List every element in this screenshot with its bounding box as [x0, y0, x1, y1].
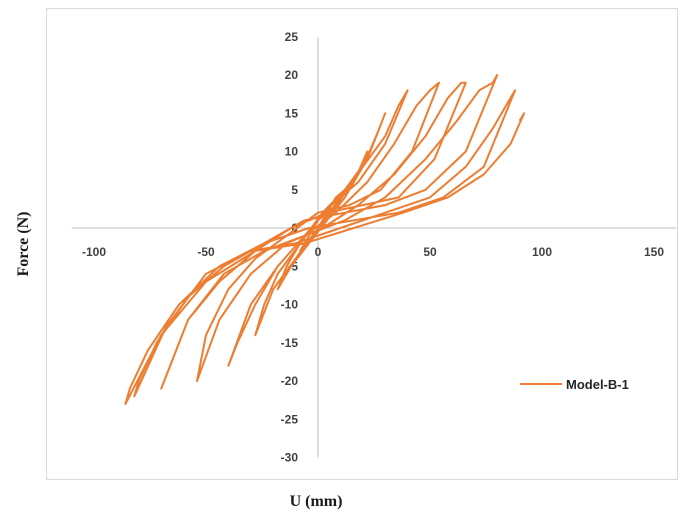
y-tick-label: -10 — [281, 298, 299, 312]
y-tick-label: -15 — [281, 336, 299, 350]
y-axis-title: Force (N) — [15, 212, 32, 277]
series-line-0 — [124, 74, 526, 405]
x-axis-title: U (mm) — [290, 493, 343, 510]
y-tick-label: 5 — [291, 183, 298, 197]
legend-label: Model-B-1 — [566, 377, 629, 392]
y-tick-label: -25 — [281, 412, 299, 426]
x-tick-label: 150 — [644, 245, 664, 259]
x-tick-label: -100 — [82, 245, 106, 259]
legend: Model-B-1 — [520, 377, 629, 392]
plot-area-border — [46, 8, 678, 480]
y-tick-label: -30 — [281, 451, 299, 465]
y-tick-label: 0 — [291, 221, 298, 235]
axes-layer — [71, 36, 677, 458]
x-tick-label: -50 — [197, 245, 215, 259]
y-tick-label: -5 — [287, 259, 298, 273]
y-tick-label: 20 — [285, 68, 299, 82]
y-tick-label: 25 — [285, 30, 299, 44]
tick-labels: -100 -50 0 50 100 1502520151050-5-10-15-20-25… — [82, 30, 664, 465]
x-tick-label: 50 — [423, 245, 437, 259]
series-layer — [124, 74, 526, 405]
y-tick-label: 15 — [285, 106, 299, 120]
x-tick-label: 100 — [532, 245, 552, 259]
x-tick-label: 0 — [315, 245, 322, 259]
y-tick-label: -20 — [281, 374, 299, 388]
y-tick-label: 10 — [285, 145, 299, 159]
